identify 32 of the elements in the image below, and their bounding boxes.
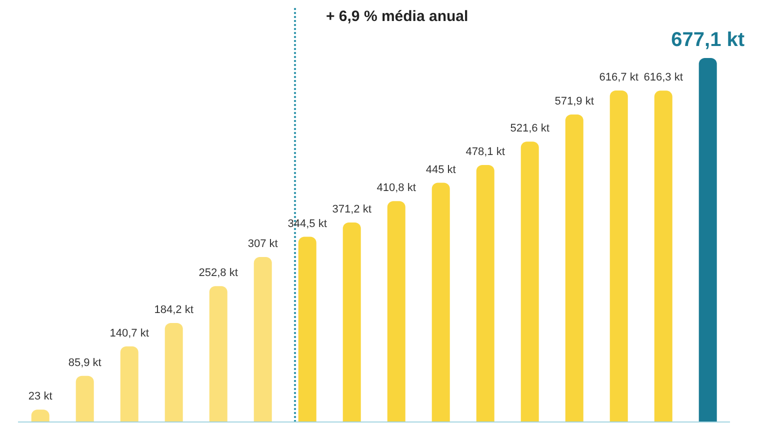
bar (654, 90, 672, 422)
data-label: 307 kt (248, 238, 278, 250)
bar (432, 182, 450, 422)
data-label: 184,2 kt (154, 304, 194, 316)
bar (164, 322, 183, 422)
data-label: 23 kt (28, 390, 52, 403)
bar (342, 222, 361, 422)
bar (120, 346, 138, 422)
data-label: 571,9 kt (554, 96, 594, 108)
data-label: 344,5 kt (288, 218, 327, 230)
text: + 6,9 % média anual (326, 8, 468, 25)
bar (610, 90, 628, 422)
bar (476, 164, 494, 422)
bar (76, 376, 94, 422)
data-label: 677,1 kt (671, 29, 745, 51)
data-label: 140,7 kt (110, 327, 149, 340)
data-label: 445 kt (426, 164, 456, 176)
data-label: 478,1 kt (466, 146, 505, 158)
data-label: 252,8 kt (198, 267, 238, 280)
data-label: 85,9 kt (68, 356, 102, 369)
bar (520, 142, 539, 422)
data-label: 616,3 kt (644, 72, 683, 84)
bar (387, 201, 406, 422)
bar (565, 114, 584, 422)
data-label: 616,7 kt (599, 71, 638, 84)
data-label: 410,8 kt (376, 182, 416, 194)
data-label: 521,6 kt (510, 122, 550, 135)
bar (254, 256, 272, 422)
bar (698, 58, 717, 422)
bar (298, 236, 316, 422)
bar (209, 286, 228, 422)
data-label: 371,2 kt (332, 203, 372, 216)
